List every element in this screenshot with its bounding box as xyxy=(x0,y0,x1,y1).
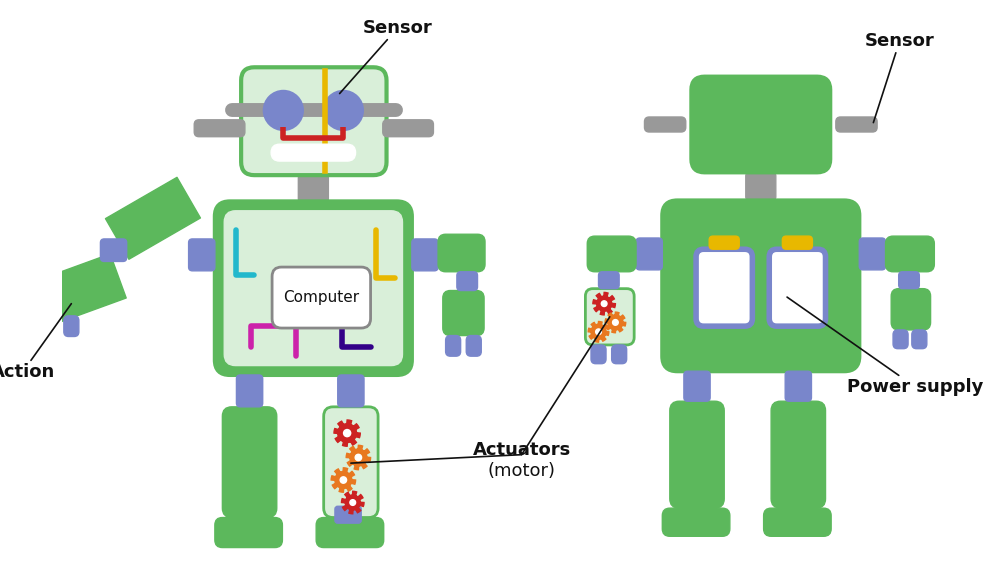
Circle shape xyxy=(596,329,601,335)
FancyBboxPatch shape xyxy=(662,508,730,536)
FancyBboxPatch shape xyxy=(383,120,433,137)
FancyBboxPatch shape xyxy=(236,375,263,407)
FancyBboxPatch shape xyxy=(412,239,438,271)
Circle shape xyxy=(355,454,362,461)
FancyBboxPatch shape xyxy=(585,289,634,345)
Circle shape xyxy=(613,320,618,325)
Polygon shape xyxy=(588,321,609,342)
Circle shape xyxy=(323,90,364,131)
FancyBboxPatch shape xyxy=(338,375,364,407)
FancyBboxPatch shape xyxy=(771,401,826,508)
FancyBboxPatch shape xyxy=(241,67,387,175)
FancyBboxPatch shape xyxy=(100,239,127,262)
FancyBboxPatch shape xyxy=(194,120,245,137)
Text: Computer: Computer xyxy=(283,290,359,305)
FancyBboxPatch shape xyxy=(316,517,384,548)
FancyBboxPatch shape xyxy=(764,508,831,536)
Text: Actuators: Actuators xyxy=(472,441,571,459)
FancyBboxPatch shape xyxy=(466,336,481,356)
FancyBboxPatch shape xyxy=(899,272,919,289)
FancyBboxPatch shape xyxy=(298,175,328,202)
Polygon shape xyxy=(105,177,200,259)
Circle shape xyxy=(344,430,351,437)
FancyBboxPatch shape xyxy=(599,272,619,289)
FancyBboxPatch shape xyxy=(886,236,934,272)
FancyBboxPatch shape xyxy=(709,236,739,249)
FancyBboxPatch shape xyxy=(271,144,356,161)
FancyBboxPatch shape xyxy=(591,345,606,363)
Polygon shape xyxy=(341,491,364,514)
FancyBboxPatch shape xyxy=(636,238,662,270)
FancyBboxPatch shape xyxy=(64,316,79,336)
FancyBboxPatch shape xyxy=(891,289,931,330)
Text: (motor): (motor) xyxy=(488,461,556,480)
Polygon shape xyxy=(35,254,126,325)
Circle shape xyxy=(263,90,304,131)
FancyBboxPatch shape xyxy=(438,234,485,272)
FancyBboxPatch shape xyxy=(893,330,908,348)
FancyBboxPatch shape xyxy=(769,249,826,326)
Text: Sensor: Sensor xyxy=(340,19,433,93)
FancyBboxPatch shape xyxy=(612,345,627,363)
FancyBboxPatch shape xyxy=(782,236,812,249)
FancyBboxPatch shape xyxy=(662,200,859,371)
FancyBboxPatch shape xyxy=(443,290,484,336)
FancyBboxPatch shape xyxy=(684,371,710,401)
Circle shape xyxy=(601,301,607,306)
FancyBboxPatch shape xyxy=(696,249,752,326)
FancyBboxPatch shape xyxy=(691,77,830,172)
Polygon shape xyxy=(331,468,356,492)
FancyBboxPatch shape xyxy=(457,272,478,290)
Polygon shape xyxy=(334,420,360,446)
FancyBboxPatch shape xyxy=(644,117,686,132)
Text: Sensor: Sensor xyxy=(865,32,935,123)
Text: Power supply: Power supply xyxy=(787,297,984,396)
FancyBboxPatch shape xyxy=(335,506,361,523)
FancyBboxPatch shape xyxy=(836,117,877,132)
FancyBboxPatch shape xyxy=(446,336,461,356)
FancyBboxPatch shape xyxy=(785,371,811,401)
Polygon shape xyxy=(593,293,615,315)
Circle shape xyxy=(350,499,356,505)
FancyBboxPatch shape xyxy=(859,238,886,270)
FancyBboxPatch shape xyxy=(324,407,378,517)
Circle shape xyxy=(340,477,347,483)
FancyBboxPatch shape xyxy=(587,236,636,272)
Polygon shape xyxy=(605,312,626,333)
FancyBboxPatch shape xyxy=(215,202,412,375)
FancyBboxPatch shape xyxy=(224,211,402,366)
FancyBboxPatch shape xyxy=(670,401,724,508)
FancyBboxPatch shape xyxy=(222,407,277,517)
FancyBboxPatch shape xyxy=(215,517,282,548)
FancyBboxPatch shape xyxy=(43,316,58,336)
FancyBboxPatch shape xyxy=(746,172,776,200)
FancyBboxPatch shape xyxy=(272,267,371,328)
Polygon shape xyxy=(346,445,371,469)
FancyBboxPatch shape xyxy=(912,330,927,348)
Text: Action: Action xyxy=(0,304,71,381)
FancyBboxPatch shape xyxy=(189,239,215,271)
